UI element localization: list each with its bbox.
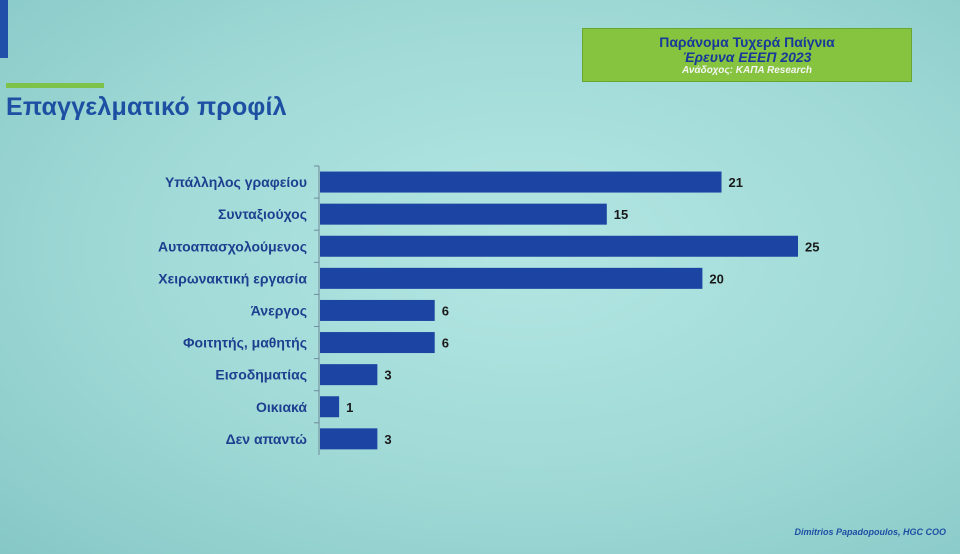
survey-contractor: Ανάδοχος: ΚΑΠΑ Research (681, 65, 813, 76)
data-label: 25 (805, 239, 819, 254)
title-accent-line (6, 83, 104, 88)
category-label: Υπάλληλος γραφείου (165, 174, 307, 190)
category-label: Οικιακά (256, 399, 307, 415)
bar (320, 299, 435, 321)
bar (320, 364, 378, 386)
bar (320, 171, 722, 193)
category-label: Φοιτητής, μαθητής (183, 335, 307, 351)
data-label: 6 (442, 336, 449, 351)
category-label: Χειρωνακτική εργασία (158, 270, 307, 286)
corner-marker (0, 0, 8, 58)
data-label: 20 (709, 271, 723, 286)
data-label: 3 (384, 432, 391, 447)
category-label: Αυτοαπασχολούμενος (158, 238, 307, 254)
data-label: 6 (442, 303, 449, 318)
data-label: 15 (614, 207, 628, 222)
survey-subtitle: Έρευνα ΕΕΕΠ 2023 (682, 49, 812, 65)
survey-info-box: Παράνομα Τυχερά Παίγνια Έρευνα ΕΕΕΠ 2023… (582, 28, 912, 82)
bar (320, 235, 798, 257)
data-label: 1 (346, 400, 353, 415)
bar (320, 428, 378, 450)
bar (320, 267, 703, 289)
bar (320, 396, 340, 418)
category-label: Άνεργος (251, 302, 307, 318)
footer-credit: Dimitrios Papadopoulos, HGC COO (794, 527, 946, 537)
bar (320, 332, 435, 354)
category-label: Δεν απαντώ (226, 431, 308, 447)
page-title: Επαγγελματικό προφίλ (6, 93, 287, 121)
category-label: Συνταξιούχος (218, 206, 307, 222)
bar (320, 203, 607, 225)
data-label: 21 (729, 175, 743, 190)
data-label: 3 (384, 368, 391, 383)
survey-title: Παράνομα Τυχερά Παίγνια (659, 34, 835, 50)
category-label: Εισοδηματίας (215, 367, 307, 383)
